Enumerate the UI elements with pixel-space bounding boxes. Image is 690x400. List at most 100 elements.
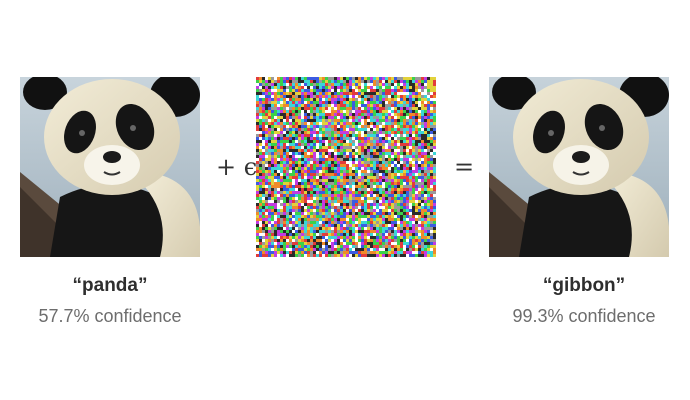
noise-pixel bbox=[292, 224, 295, 227]
noise-pixel bbox=[397, 185, 400, 188]
noise-pixel bbox=[298, 113, 301, 116]
noise-pixel bbox=[343, 206, 346, 209]
noise-pixel bbox=[361, 128, 364, 131]
noise-pixel bbox=[349, 233, 352, 236]
noise-pixel bbox=[268, 221, 271, 224]
noise-pixel bbox=[301, 89, 304, 92]
noise-pixel bbox=[340, 212, 343, 215]
noise-pixel bbox=[403, 116, 406, 119]
noise-pixel bbox=[409, 236, 412, 239]
noise-pixel bbox=[271, 158, 274, 161]
noise-pixel bbox=[289, 107, 292, 110]
noise-pixel bbox=[355, 92, 358, 95]
noise-pixel bbox=[277, 242, 280, 245]
noise-pixel bbox=[361, 236, 364, 239]
noise-pixel bbox=[376, 206, 379, 209]
noise-pixel bbox=[400, 152, 403, 155]
noise-pixel bbox=[262, 128, 265, 131]
noise-pixel bbox=[277, 170, 280, 173]
noise-pixel bbox=[286, 101, 289, 104]
noise-pixel bbox=[412, 167, 415, 170]
noise-pixel bbox=[400, 134, 403, 137]
noise-pixel bbox=[394, 92, 397, 95]
noise-pixel bbox=[394, 131, 397, 134]
noise-pixel bbox=[352, 149, 355, 152]
noise-pixel bbox=[340, 83, 343, 86]
noise-pixel bbox=[280, 95, 283, 98]
noise-pixel bbox=[271, 167, 274, 170]
noise-pixel bbox=[352, 146, 355, 149]
noise-pixel bbox=[430, 92, 433, 95]
noise-pixel bbox=[313, 116, 316, 119]
noise-pixel bbox=[397, 194, 400, 197]
noise-pixel bbox=[397, 230, 400, 233]
noise-pixel bbox=[346, 179, 349, 182]
noise-pixel bbox=[370, 158, 373, 161]
noise-pixel bbox=[400, 212, 403, 215]
noise-pixel bbox=[331, 173, 334, 176]
noise-pixel bbox=[412, 95, 415, 98]
noise-pixel bbox=[274, 122, 277, 125]
noise-pixel bbox=[364, 245, 367, 248]
noise-pixel bbox=[403, 104, 406, 107]
noise-pixel bbox=[358, 233, 361, 236]
noise-pixel bbox=[403, 212, 406, 215]
noise-pixel bbox=[421, 131, 424, 134]
noise-pixel bbox=[277, 140, 280, 143]
noise-pixel bbox=[274, 167, 277, 170]
noise-pixel bbox=[358, 203, 361, 206]
noise-pixel bbox=[376, 245, 379, 248]
noise-pixel bbox=[322, 167, 325, 170]
noise-pixel bbox=[289, 230, 292, 233]
noise-pixel bbox=[427, 167, 430, 170]
noise-pixel bbox=[295, 254, 298, 257]
noise-pixel bbox=[412, 152, 415, 155]
noise-pixel bbox=[415, 191, 418, 194]
noise-pixel bbox=[433, 194, 436, 197]
noise-pixel bbox=[325, 98, 328, 101]
noise-pixel bbox=[367, 140, 370, 143]
noise-pixel bbox=[337, 230, 340, 233]
noise-pixel bbox=[412, 122, 415, 125]
noise-pixel bbox=[370, 113, 373, 116]
noise-pixel bbox=[421, 206, 424, 209]
noise-pixel bbox=[268, 200, 271, 203]
noise-pixel bbox=[397, 110, 400, 113]
noise-pixel bbox=[406, 185, 409, 188]
noise-pixel bbox=[361, 230, 364, 233]
noise-pixel bbox=[400, 113, 403, 116]
noise-pixel bbox=[376, 182, 379, 185]
noise-pixel bbox=[376, 239, 379, 242]
noise-pixel bbox=[373, 149, 376, 152]
noise-pixel bbox=[292, 245, 295, 248]
noise-pixel bbox=[358, 254, 361, 257]
noise-pixel bbox=[343, 107, 346, 110]
noise-pixel bbox=[412, 215, 415, 218]
noise-pixel bbox=[355, 101, 358, 104]
noise-pixel bbox=[277, 89, 280, 92]
noise-pixel bbox=[262, 188, 265, 191]
noise-pixel bbox=[334, 185, 337, 188]
noise-pixel bbox=[256, 218, 259, 221]
noise-pixel bbox=[310, 233, 313, 236]
noise-pixel bbox=[364, 176, 367, 179]
noise-pixel bbox=[403, 80, 406, 83]
noise-pixel bbox=[412, 182, 415, 185]
noise-pixel bbox=[313, 110, 316, 113]
noise-pixel bbox=[286, 221, 289, 224]
noise-pixel bbox=[391, 203, 394, 206]
noise-pixel bbox=[292, 101, 295, 104]
noise-pixel bbox=[289, 170, 292, 173]
noise-pixel bbox=[262, 143, 265, 146]
noise-pixel bbox=[310, 230, 313, 233]
noise-pixel bbox=[406, 227, 409, 230]
noise-pixel bbox=[403, 245, 406, 248]
noise-pixel bbox=[316, 167, 319, 170]
noise-pixel bbox=[334, 110, 337, 113]
noise-pixel bbox=[367, 239, 370, 242]
noise-pixel bbox=[379, 203, 382, 206]
noise-pixel bbox=[280, 212, 283, 215]
noise-pixel bbox=[352, 152, 355, 155]
noise-pixel bbox=[427, 146, 430, 149]
noise-pixel bbox=[385, 140, 388, 143]
